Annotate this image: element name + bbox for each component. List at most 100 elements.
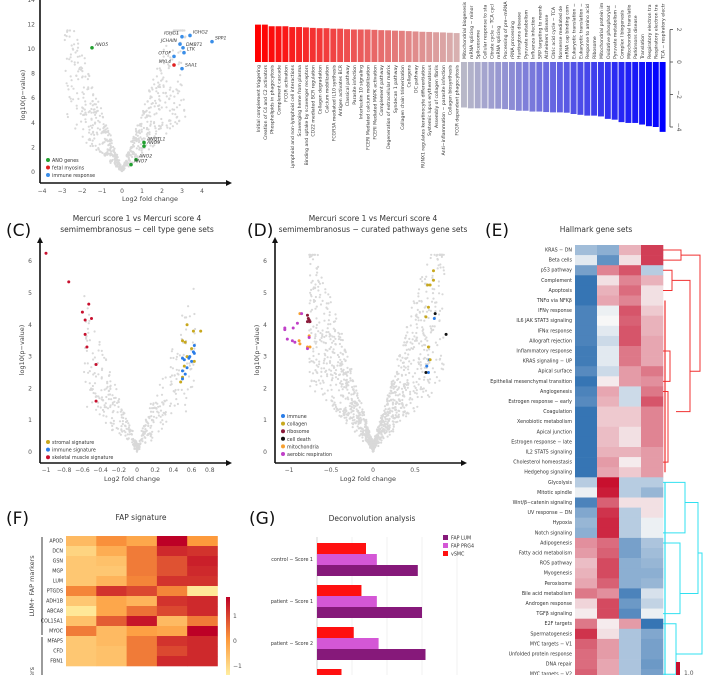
background-gene-point xyxy=(168,65,171,68)
background-gene-point xyxy=(358,413,361,416)
heatmap-cell xyxy=(66,536,97,547)
x-tick-label: −0.6 xyxy=(75,467,90,474)
background-gene-point xyxy=(330,388,333,391)
heatmap-cell xyxy=(126,646,158,657)
background-gene-point xyxy=(151,88,154,91)
background-gene-point xyxy=(159,415,162,418)
background-gene-point xyxy=(170,350,173,353)
chart-title: Mercuri score 1 vs Mercuri score 4 xyxy=(73,214,202,223)
background-gene-point xyxy=(68,58,71,61)
background-gene-point xyxy=(103,404,106,407)
background-gene-point xyxy=(394,391,397,394)
background-gene-point xyxy=(99,150,102,153)
heatmap-cell xyxy=(575,487,598,498)
background-gene-point xyxy=(411,375,414,378)
background-gene-point xyxy=(171,32,174,35)
background-gene-point xyxy=(185,316,188,319)
background-gene-point xyxy=(169,366,172,369)
background-gene-point xyxy=(429,309,432,312)
background-gene-point xyxy=(377,444,380,448)
background-gene-point xyxy=(323,352,326,355)
background-gene-point xyxy=(386,400,389,403)
background-gene-point xyxy=(376,433,379,436)
enrichment-bar-up xyxy=(261,24,268,62)
heatmap-cell xyxy=(641,356,664,367)
background-gene-point xyxy=(127,426,130,429)
background-gene-point xyxy=(362,433,365,436)
background-gene-point xyxy=(388,399,391,402)
background-gene-point xyxy=(165,106,168,109)
background-gene-point xyxy=(344,397,347,400)
background-gene-point xyxy=(140,429,143,432)
heatmap-cell xyxy=(96,636,127,647)
pathway-label: Pyruvate metabolism xyxy=(524,10,530,59)
heatmap-cell xyxy=(619,386,642,397)
heatmap-cell xyxy=(619,598,642,609)
heatmap-cell xyxy=(619,638,642,650)
background-gene-point xyxy=(323,312,326,315)
background-gene-point xyxy=(114,155,117,158)
background-gene-point xyxy=(392,428,395,431)
background-gene-point xyxy=(147,148,150,151)
background-gene-point xyxy=(187,305,190,308)
row-label: Allograft rejection xyxy=(529,338,572,344)
background-gene-point xyxy=(158,95,161,98)
background-gene-point xyxy=(156,394,159,397)
background-gene-point xyxy=(442,336,445,339)
background-gene-point xyxy=(166,126,169,129)
background-gene-point xyxy=(168,98,171,101)
background-gene-point xyxy=(192,363,195,366)
background-gene-point xyxy=(385,430,388,433)
row-label: Peroxisome xyxy=(544,581,572,587)
legend-label: stromal signature xyxy=(52,440,94,446)
background-gene-point xyxy=(171,125,174,128)
background-gene-point xyxy=(330,369,333,372)
background-gene-point xyxy=(417,357,420,360)
background-gene-point xyxy=(311,372,315,375)
background-gene-point xyxy=(108,132,111,135)
background-gene-point xyxy=(426,394,430,397)
y-tick-label: 12 xyxy=(27,21,35,28)
background-gene-point xyxy=(101,130,104,133)
heatmap-cell xyxy=(597,608,620,619)
legend-label: fetal myosins xyxy=(52,166,85,172)
background-gene-point xyxy=(348,417,351,420)
pathway-label: Lymphoid and non-lymphoid cell interacti… xyxy=(290,64,296,168)
background-gene-point xyxy=(77,42,80,45)
background-gene-point xyxy=(380,422,383,425)
row-label: Wnt/β−catenin signaling xyxy=(513,500,572,506)
heatmap-cell xyxy=(597,659,620,670)
pathway-label: DC pathway xyxy=(413,65,419,93)
background-gene-point xyxy=(76,61,79,64)
background-gene-point xyxy=(427,353,430,356)
background-gene-point xyxy=(320,336,323,339)
background-gene-point xyxy=(371,439,374,442)
background-gene-point xyxy=(162,402,165,405)
heatmap-cell xyxy=(597,325,620,337)
heatmap-cell xyxy=(187,646,218,657)
background-gene-point xyxy=(350,406,353,409)
background-gene-point xyxy=(138,148,141,151)
y-tick-label: 1 xyxy=(263,417,267,424)
background-gene-point xyxy=(383,409,386,412)
background-gene-point xyxy=(78,55,81,58)
background-gene-point xyxy=(175,398,178,401)
background-gene-point xyxy=(386,422,389,425)
background-gene-point xyxy=(423,334,426,337)
background-gene-point xyxy=(167,67,170,70)
heatmap-cell xyxy=(575,335,598,347)
background-gene-point xyxy=(173,404,176,407)
background-gene-point xyxy=(375,441,378,444)
heatmap-cell xyxy=(619,467,642,478)
heatmap-cell xyxy=(66,596,97,607)
background-gene-point xyxy=(395,411,398,414)
background-gene-point xyxy=(423,348,426,351)
background-gene-point xyxy=(345,416,348,419)
heatmap-cell xyxy=(156,646,188,657)
heatmap-cell xyxy=(575,578,598,589)
background-gene-point xyxy=(431,367,434,370)
background-gene-point xyxy=(374,435,377,438)
background-gene-point xyxy=(354,385,358,388)
row-label: Notch signaling xyxy=(535,530,572,536)
background-gene-point xyxy=(171,108,174,111)
